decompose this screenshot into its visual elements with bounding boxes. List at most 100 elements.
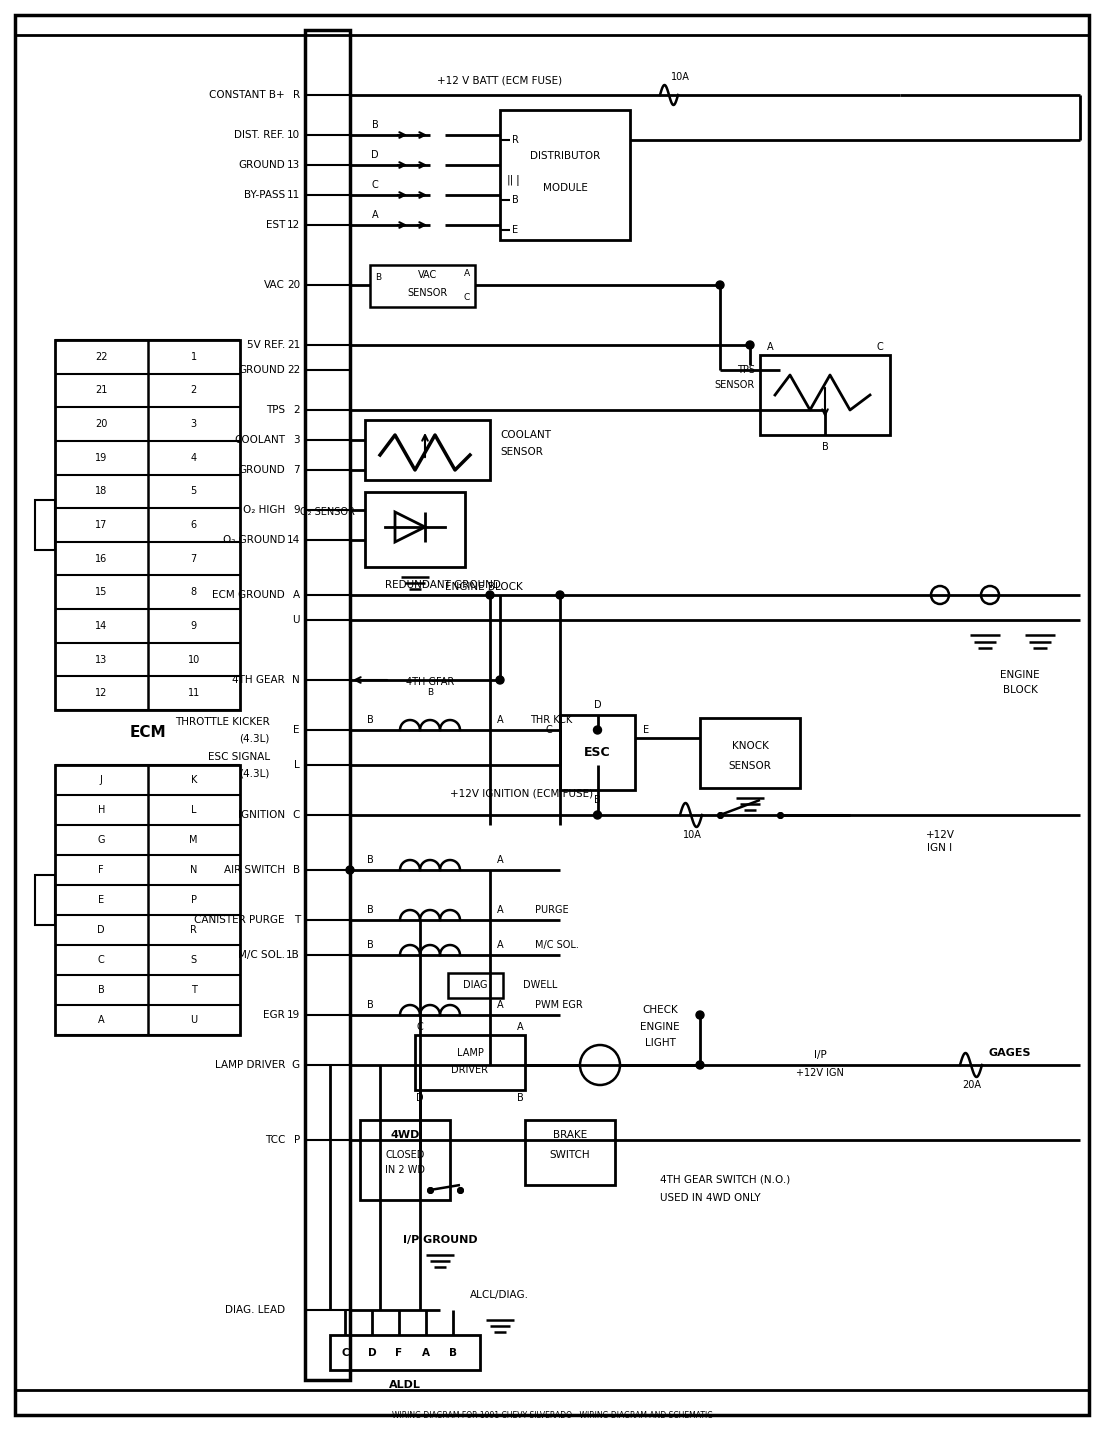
Text: 10: 10: [188, 655, 200, 665]
Text: D: D: [416, 1093, 424, 1103]
Circle shape: [746, 341, 754, 350]
Text: LAMP DRIVER: LAMP DRIVER: [214, 1060, 285, 1070]
Text: +12V: +12V: [925, 830, 955, 840]
Circle shape: [696, 1060, 704, 1069]
Text: 3: 3: [294, 436, 300, 446]
Text: 19: 19: [95, 453, 107, 463]
Text: M/C SOL.: M/C SOL.: [238, 950, 285, 960]
Text: N: N: [293, 675, 300, 685]
Text: GROUND: GROUND: [238, 464, 285, 474]
Text: 2: 2: [294, 406, 300, 416]
Circle shape: [496, 676, 505, 684]
Bar: [526, 1121, 615, 1185]
Text: A: A: [422, 1347, 429, 1357]
Text: O₂ SENSOR: O₂ SENSOR: [300, 507, 355, 517]
Text: 14: 14: [95, 620, 107, 631]
Bar: [560, 715, 635, 790]
Text: B: B: [98, 984, 105, 995]
Text: A: A: [372, 211, 379, 221]
Text: P: P: [191, 896, 197, 906]
Bar: [55, 765, 240, 1035]
Text: B: B: [367, 715, 373, 725]
Text: A: A: [497, 856, 503, 866]
Text: G: G: [97, 835, 105, 845]
Bar: [330, 1336, 480, 1370]
Circle shape: [556, 590, 564, 599]
Circle shape: [594, 811, 602, 820]
Text: ||❘: ||❘: [507, 175, 523, 185]
Text: GAGES: GAGES: [989, 1048, 1031, 1058]
Text: DIAG. LEAD: DIAG. LEAD: [225, 1305, 285, 1315]
Bar: [415, 1035, 526, 1091]
Text: SENSOR: SENSOR: [500, 447, 543, 457]
Text: C: C: [372, 181, 379, 191]
Text: B: B: [821, 441, 828, 451]
Bar: [760, 355, 890, 436]
Text: C: C: [293, 810, 300, 820]
Text: B: B: [293, 866, 300, 876]
Text: DISTRIBUTOR: DISTRIBUTOR: [530, 150, 601, 160]
Text: E: E: [512, 225, 518, 235]
Text: B: B: [367, 856, 373, 866]
Text: ESC: ESC: [584, 747, 611, 759]
Bar: [370, 265, 475, 307]
Text: LIGHT: LIGHT: [645, 1037, 676, 1048]
Text: K: K: [191, 775, 197, 785]
Text: 7: 7: [191, 553, 197, 563]
Text: R: R: [190, 924, 198, 934]
Text: B: B: [427, 688, 433, 696]
Text: 21: 21: [287, 340, 300, 350]
Text: 20: 20: [95, 418, 107, 428]
Text: MODULE: MODULE: [542, 183, 587, 193]
Circle shape: [580, 1045, 620, 1085]
Text: A: A: [497, 1000, 503, 1010]
Bar: [35, 500, 55, 550]
Text: 9: 9: [191, 620, 197, 631]
Text: C: C: [98, 954, 105, 964]
Text: +12V IGN: +12V IGN: [796, 1068, 843, 1078]
Text: 13: 13: [287, 160, 300, 171]
Text: 8: 8: [191, 588, 197, 598]
Bar: [365, 492, 465, 567]
Text: 20: 20: [287, 279, 300, 289]
Text: 18: 18: [95, 486, 107, 496]
Text: ECM: ECM: [129, 725, 166, 739]
Text: 1: 1: [191, 353, 197, 361]
Text: E: E: [643, 725, 649, 735]
Text: IN 2 WD: IN 2 WD: [385, 1165, 425, 1175]
Text: 4: 4: [191, 453, 197, 463]
Bar: [500, 110, 630, 239]
Text: GROUND: GROUND: [238, 160, 285, 171]
Text: IGNITION: IGNITION: [237, 810, 285, 820]
Text: KNOCK: KNOCK: [732, 741, 768, 751]
Text: ALCL/DIAG.: ALCL/DIAG.: [470, 1290, 529, 1300]
Text: F: F: [98, 866, 104, 876]
Text: 16: 16: [95, 553, 107, 563]
Text: C: C: [877, 342, 883, 353]
Circle shape: [696, 1012, 704, 1019]
Text: B: B: [367, 940, 373, 950]
Text: T: T: [191, 984, 197, 995]
Text: 22: 22: [95, 353, 107, 361]
Text: (4.3L): (4.3L): [240, 734, 270, 742]
Bar: [448, 973, 503, 997]
Text: 12: 12: [95, 688, 107, 698]
Text: REDUNDANT GROUND: REDUNDANT GROUND: [385, 580, 501, 590]
Text: 19: 19: [287, 1010, 300, 1020]
Text: COOLANT: COOLANT: [500, 430, 551, 440]
Text: 1B: 1B: [286, 950, 300, 960]
Text: PWM EGR: PWM EGR: [535, 1000, 583, 1010]
Bar: [360, 1121, 450, 1199]
Text: B: B: [372, 120, 379, 130]
Text: O₂ HIGH: O₂ HIGH: [243, 504, 285, 514]
Text: TPS: TPS: [737, 365, 755, 375]
Text: 12: 12: [287, 221, 300, 231]
Text: EGR: EGR: [263, 1010, 285, 1020]
Text: I/P: I/P: [814, 1050, 827, 1060]
Text: A: A: [293, 590, 300, 600]
Text: DWELL: DWELL: [523, 980, 558, 990]
Text: F: F: [395, 1347, 403, 1357]
Text: USED IN 4WD ONLY: USED IN 4WD ONLY: [660, 1194, 761, 1202]
Text: D: D: [368, 1347, 376, 1357]
Text: B: B: [375, 272, 381, 281]
